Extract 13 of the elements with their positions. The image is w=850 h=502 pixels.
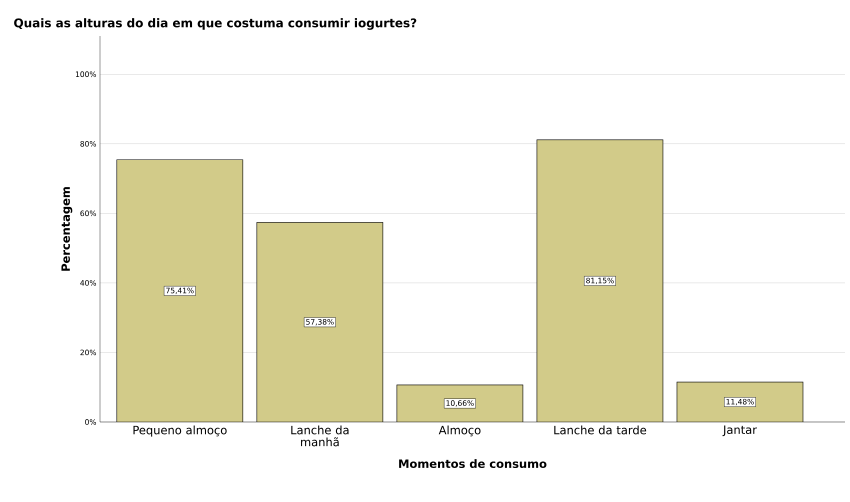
x-axis-title: Momentos de consumo: [399, 459, 546, 468]
x-tick-label: Pequeno almoço: [133, 426, 227, 437]
bar: [116, 160, 243, 422]
x-tick-label: Lanche da manhã: [291, 426, 349, 446]
x-tick-label: Almoço: [438, 426, 481, 436]
x-tick-label: Lanche da tarde: [554, 426, 646, 434]
chart-title: Quais as alturas do dia em que costuma consumir iogurtes?: [14, 18, 416, 30]
bar: [676, 382, 804, 422]
bar: [256, 222, 383, 422]
bar: [396, 384, 523, 422]
x-tick-label: Jantar: [722, 426, 757, 436]
y-axis-title: Percentagem: [61, 187, 72, 271]
bar: [536, 140, 663, 422]
